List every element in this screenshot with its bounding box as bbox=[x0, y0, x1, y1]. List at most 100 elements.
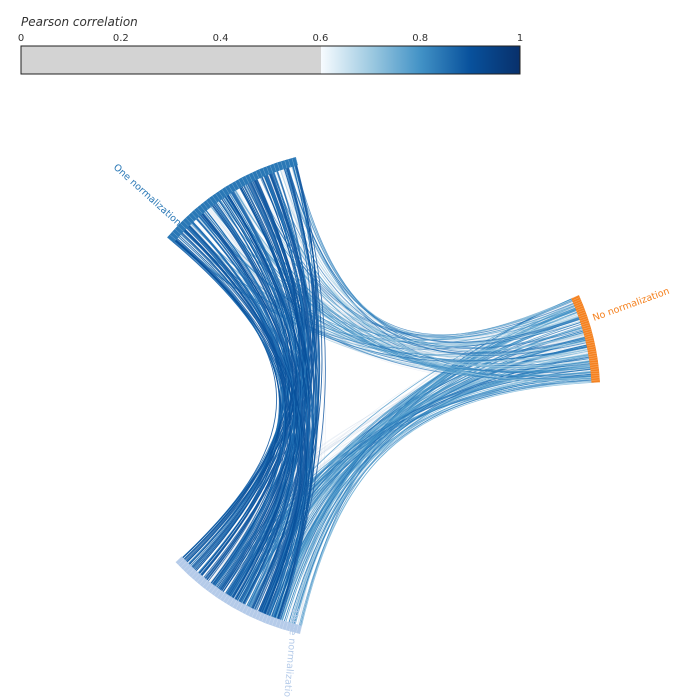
arc-segment bbox=[584, 335, 593, 338]
arc-segment bbox=[588, 352, 597, 355]
arc-segment bbox=[174, 228, 181, 235]
arc-segment bbox=[231, 183, 237, 191]
arc-segment bbox=[275, 619, 279, 627]
chord bbox=[292, 379, 594, 627]
arc-segment bbox=[255, 170, 260, 179]
chord bbox=[220, 196, 297, 596]
arc-segment bbox=[188, 215, 195, 222]
arc-segment bbox=[284, 160, 288, 169]
chord bbox=[246, 181, 313, 618]
chord bbox=[225, 180, 304, 597]
arc-segment bbox=[248, 608, 253, 616]
chord bbox=[172, 239, 590, 362]
chord bbox=[276, 163, 326, 622]
chord bbox=[231, 189, 306, 611]
arc-segment bbox=[229, 598, 234, 606]
arc-segment bbox=[175, 556, 182, 563]
chord bbox=[229, 191, 574, 337]
chord bbox=[193, 178, 301, 572]
arc-segment bbox=[574, 301, 582, 305]
arc-segment bbox=[241, 605, 246, 613]
chord bbox=[192, 164, 315, 571]
arc-segment bbox=[590, 368, 599, 370]
chord bbox=[298, 360, 592, 628]
arc-segment bbox=[277, 162, 281, 171]
arc-segment bbox=[235, 601, 240, 610]
arc-segment bbox=[296, 625, 299, 633]
arc-segment bbox=[588, 355, 597, 357]
group-arcs bbox=[166, 156, 600, 634]
arc-segment bbox=[182, 220, 189, 227]
arc-segment bbox=[226, 596, 231, 604]
arc-segment bbox=[289, 623, 292, 632]
chord bbox=[180, 196, 289, 560]
arc-segment bbox=[224, 187, 230, 195]
chord bbox=[300, 377, 594, 628]
arc-segment bbox=[282, 621, 285, 630]
chord bbox=[221, 196, 301, 604]
arc-segment bbox=[205, 582, 211, 590]
arc-segment bbox=[185, 217, 192, 224]
arc-segment bbox=[292, 624, 296, 633]
arc-segment bbox=[218, 191, 224, 199]
arc-segment bbox=[278, 620, 282, 628]
chord bbox=[279, 297, 574, 622]
legend-tick-label: 0 bbox=[18, 33, 24, 44]
arc-segment bbox=[191, 571, 197, 578]
arc-segment bbox=[238, 179, 243, 187]
arc-segment bbox=[266, 166, 270, 175]
chord bbox=[293, 163, 580, 341]
arc-segment bbox=[203, 202, 209, 210]
chord bbox=[198, 178, 302, 577]
chord bbox=[176, 235, 280, 569]
arc-segment bbox=[196, 575, 203, 583]
arc-segment bbox=[183, 564, 190, 571]
chord bbox=[172, 240, 285, 588]
arc-segment bbox=[585, 337, 594, 340]
legend-tick-label: 0.6 bbox=[312, 33, 328, 44]
legend-tick-label: 0.8 bbox=[412, 33, 428, 44]
chord bbox=[197, 192, 293, 576]
arc-segment bbox=[591, 372, 600, 375]
arc-segment bbox=[248, 174, 253, 182]
group-arc-one bbox=[166, 156, 299, 244]
arc-segment bbox=[582, 326, 591, 330]
arc-segment bbox=[280, 161, 284, 170]
arc-segment bbox=[589, 359, 598, 362]
arc-segment bbox=[185, 566, 192, 573]
arc-segment bbox=[259, 169, 263, 177]
arc-segment bbox=[591, 375, 600, 377]
legend-tick-label: 0.4 bbox=[213, 33, 229, 44]
arc-segment bbox=[586, 344, 595, 347]
arc-segment bbox=[572, 297, 580, 301]
arc-segment bbox=[245, 606, 250, 615]
arc-segment bbox=[299, 625, 302, 634]
chord bbox=[299, 382, 594, 628]
arc-segment bbox=[213, 588, 219, 596]
chord bbox=[182, 229, 575, 342]
arc-segment bbox=[583, 328, 592, 332]
arc-segment bbox=[228, 185, 233, 193]
arc-segment bbox=[200, 204, 206, 212]
arc-segment bbox=[264, 615, 269, 624]
legend-border bbox=[20, 45, 521, 75]
arc-segment bbox=[269, 165, 274, 173]
arc-segment bbox=[221, 189, 227, 197]
arc-segment bbox=[232, 600, 237, 608]
arc-segment bbox=[216, 590, 222, 598]
chord bbox=[199, 185, 297, 578]
arc-segment bbox=[580, 320, 589, 324]
arc-segment bbox=[582, 324, 590, 328]
arc-segment bbox=[234, 181, 240, 189]
chord bbox=[199, 213, 593, 372]
chord bbox=[261, 339, 588, 616]
arc-segment bbox=[591, 377, 600, 379]
group-arc-no bbox=[571, 294, 600, 383]
chord bbox=[187, 216, 284, 566]
arc-segment bbox=[261, 614, 266, 622]
arc-segment bbox=[222, 594, 228, 602]
chord bbox=[204, 208, 295, 599]
arc-segment bbox=[571, 295, 579, 299]
arc-segment bbox=[291, 158, 295, 167]
